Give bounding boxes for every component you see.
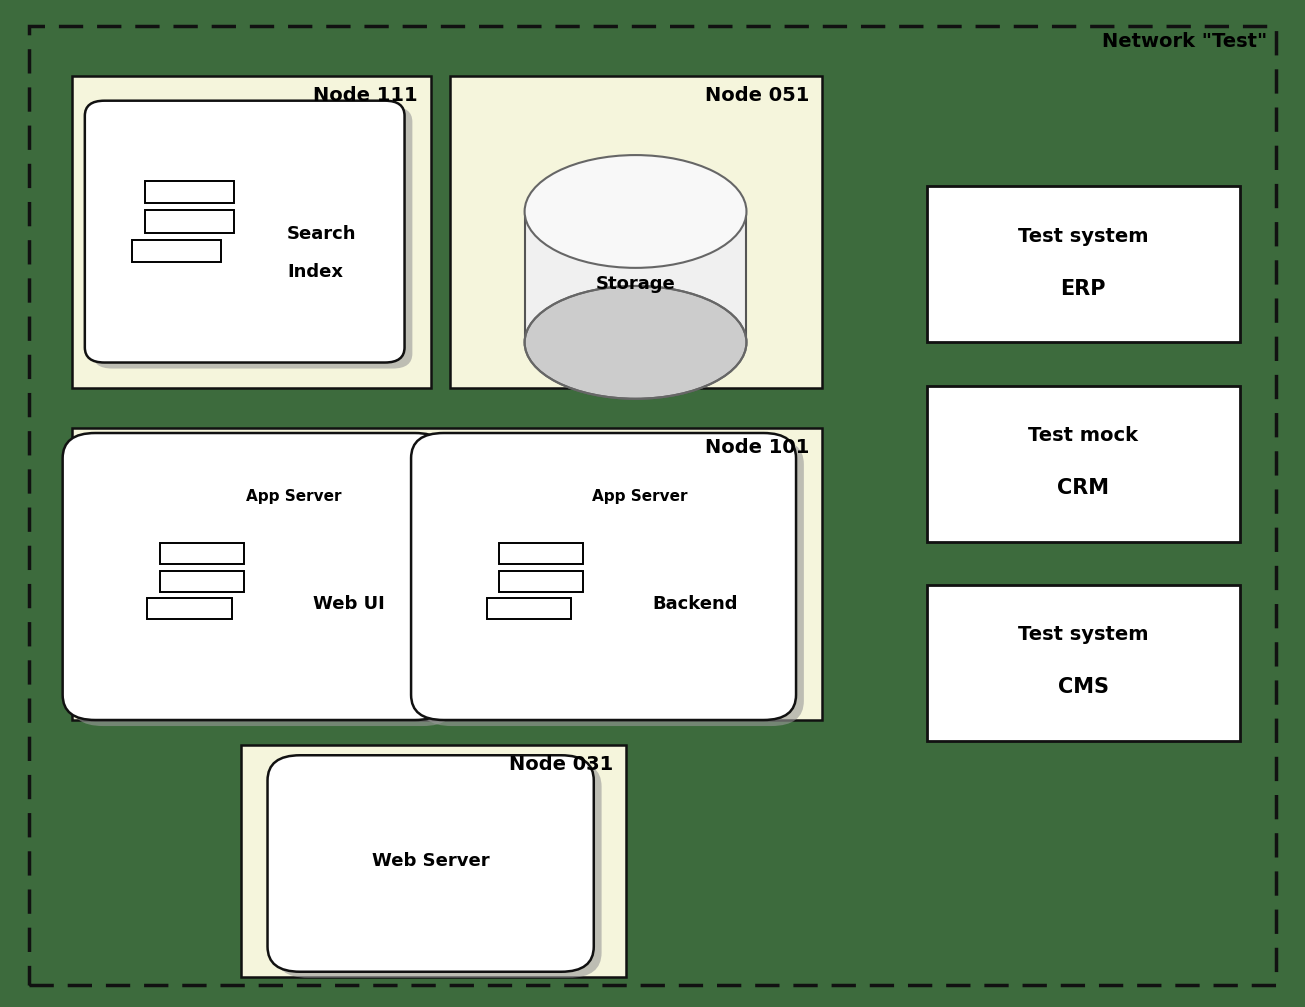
- Text: Web Server: Web Server: [372, 852, 489, 870]
- Text: CRM: CRM: [1057, 478, 1109, 497]
- Text: Storage: Storage: [595, 275, 676, 293]
- Bar: [72, 428, 822, 720]
- Bar: [72, 76, 431, 388]
- FancyBboxPatch shape: [145, 181, 234, 203]
- Bar: [241, 745, 626, 977]
- Ellipse shape: [525, 155, 746, 268]
- Text: Index: Index: [287, 263, 343, 281]
- FancyBboxPatch shape: [132, 240, 221, 262]
- Text: App Server: App Server: [591, 489, 688, 504]
- FancyBboxPatch shape: [411, 433, 796, 720]
- FancyBboxPatch shape: [70, 439, 455, 726]
- FancyBboxPatch shape: [499, 571, 583, 591]
- Bar: [927, 386, 1240, 542]
- FancyBboxPatch shape: [499, 543, 583, 564]
- Text: Network "Test": Network "Test": [1101, 32, 1267, 51]
- Text: Test mock: Test mock: [1028, 426, 1138, 445]
- Ellipse shape: [525, 286, 746, 399]
- Text: Node 031: Node 031: [509, 755, 613, 774]
- Text: Node 111: Node 111: [313, 86, 418, 105]
- Text: Search: Search: [287, 225, 356, 243]
- FancyBboxPatch shape: [93, 107, 412, 369]
- Text: Web UI: Web UI: [313, 595, 385, 613]
- FancyBboxPatch shape: [268, 755, 594, 972]
- FancyBboxPatch shape: [419, 439, 804, 726]
- Text: CMS: CMS: [1057, 678, 1109, 697]
- FancyBboxPatch shape: [85, 101, 405, 363]
- Text: Node 101: Node 101: [705, 438, 809, 457]
- Text: Node 051: Node 051: [705, 86, 809, 105]
- Bar: [450, 76, 822, 388]
- Bar: [927, 186, 1240, 342]
- FancyBboxPatch shape: [159, 543, 244, 564]
- Text: Backend: Backend: [652, 595, 739, 613]
- Bar: [927, 585, 1240, 741]
- FancyBboxPatch shape: [63, 433, 448, 720]
- FancyBboxPatch shape: [159, 571, 244, 591]
- FancyBboxPatch shape: [275, 761, 602, 978]
- FancyBboxPatch shape: [487, 598, 572, 619]
- Bar: [525, 211, 746, 342]
- Text: Test system: Test system: [1018, 625, 1148, 644]
- Text: App Server: App Server: [245, 489, 342, 504]
- Text: Test system: Test system: [1018, 227, 1148, 246]
- FancyBboxPatch shape: [147, 598, 232, 619]
- FancyBboxPatch shape: [145, 210, 234, 233]
- Text: ERP: ERP: [1061, 279, 1105, 298]
